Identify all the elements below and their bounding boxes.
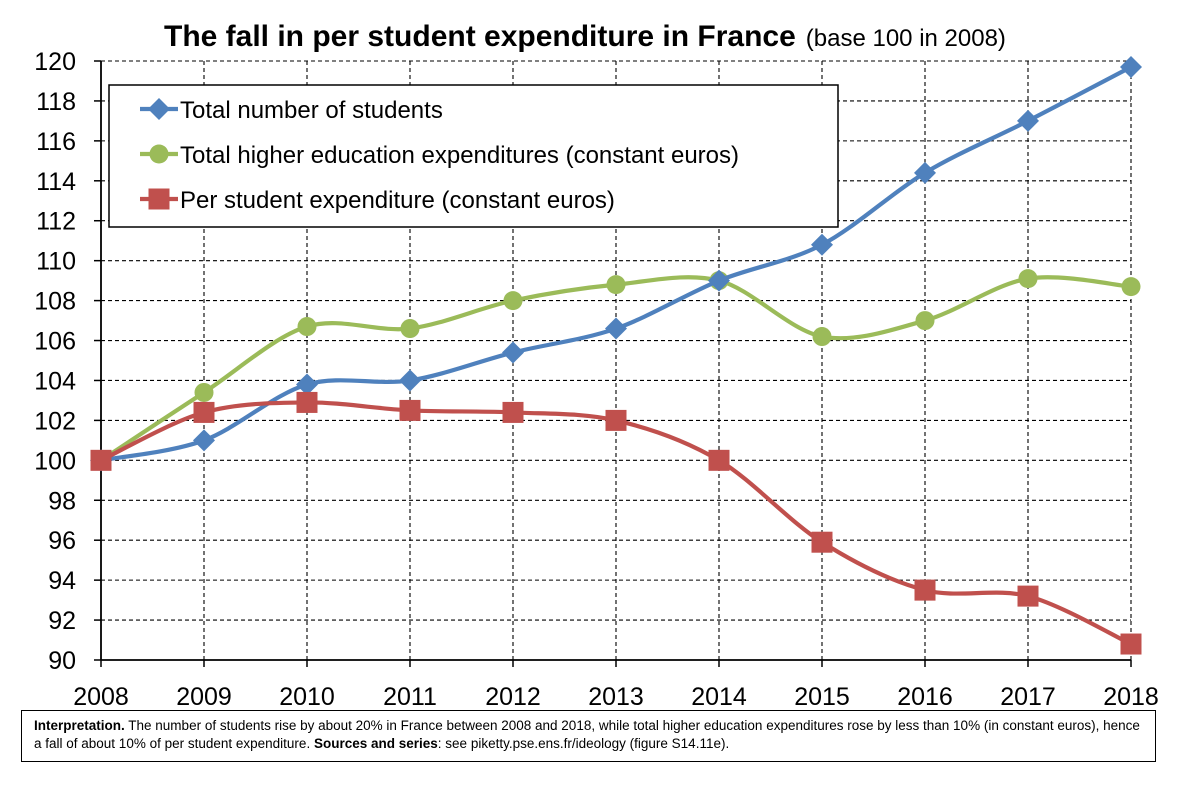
data-point-circle [297,317,317,337]
x-tick-label: 2017 [1000,683,1056,711]
y-tick-label: 106 [34,328,76,356]
interpretation-label: Interpretation. [34,718,125,733]
data-point-circle [194,382,214,402]
series-lines [90,55,1142,655]
data-point-diamond [811,233,833,256]
y-tick-label: 116 [36,128,76,156]
y-tick-label: 98 [48,487,76,515]
x-tick-label: 2016 [897,683,953,711]
x-tick-label: 2008 [73,683,129,711]
legend-label: Per student expenditure (constant euros) [180,187,615,214]
data-point-square [914,579,936,601]
y-tick-label: 94 [48,567,76,595]
chart-title-main: The fall in per student expenditure in F… [164,20,796,53]
data-point-diamond [1017,109,1039,132]
legend-label: Total number of students [180,97,443,124]
data-point-square [502,401,524,423]
y-tick-label: 92 [48,607,76,635]
x-tick-label: 2011 [383,683,437,711]
axes: 90 92 94 96 98 100 102 104 106 108 110 112 114 116 118… [34,48,1159,711]
x-tick-label: 2012 [485,683,541,711]
y-tick-label: 102 [34,407,76,435]
data-point-diamond [502,341,524,364]
data-point-diamond [1120,55,1142,78]
y-tick-label: 110 [36,248,76,276]
y-tick-label: 104 [34,367,76,395]
data-point-circle [400,319,420,339]
data-point-square [296,391,318,413]
x-tick-label: 2014 [691,683,747,711]
x-tick-label: 2018 [1103,683,1159,711]
data-point-square [1017,585,1039,607]
data-point-square [811,531,833,553]
chart-subtitle: (base 100 in 2008) [806,25,1006,52]
x-tick-label: 2010 [279,683,335,711]
data-point-circle [503,291,523,311]
y-tick-label: 96 [48,527,76,555]
sources-label: Sources and series [313,736,438,751]
legend-label: Total higher education expenditures (con… [180,142,739,169]
data-point-diamond [708,269,730,292]
data-point-diamond [605,317,627,340]
legend-box [108,84,839,228]
data-point-square [605,409,627,431]
data-point-diamond [399,369,421,392]
y-tick-label: 108 [34,288,76,316]
data-point-circle [1121,277,1141,297]
data-point-circle [1018,269,1038,289]
data-point-circle [812,327,832,347]
legend-marker-diamond [148,98,170,120]
y-tick-label: 118 [36,88,76,116]
data-point-diamond [914,161,936,184]
x-tick-label: 2009 [176,683,232,711]
data-point-circle [915,311,935,331]
data-point-square [708,449,730,471]
data-point-diamond [193,429,215,452]
chart-title: The fall in per student expenditure in F… [164,20,1006,53]
sources-text: : see piketty.pse.ens.fr/ideology (figur… [437,736,730,751]
legend-marker-circle [149,144,169,164]
y-tick-label: 120 [34,48,76,76]
y-tick-label: 114 [36,168,76,196]
data-point-square [399,399,421,421]
legend-marker-square [148,188,170,210]
interpretation-note: Interpretation. The number of students r… [21,710,1156,762]
y-tick-label: 100 [34,447,76,475]
data-point-circle [606,275,626,295]
x-tick-label: 2015 [794,683,850,711]
y-tick-label: 112 [36,208,76,236]
data-point-diamond [296,373,318,396]
data-point-square [1120,633,1142,655]
data-point-square [193,401,215,423]
data-point-square [90,449,112,471]
legend: Total number of students Total higher edu… [108,84,839,228]
y-tick-label: 90 [48,647,76,675]
x-tick-label: 2013 [588,683,644,711]
interpretation-text: The number of students rise by about 20%… [34,718,1140,751]
